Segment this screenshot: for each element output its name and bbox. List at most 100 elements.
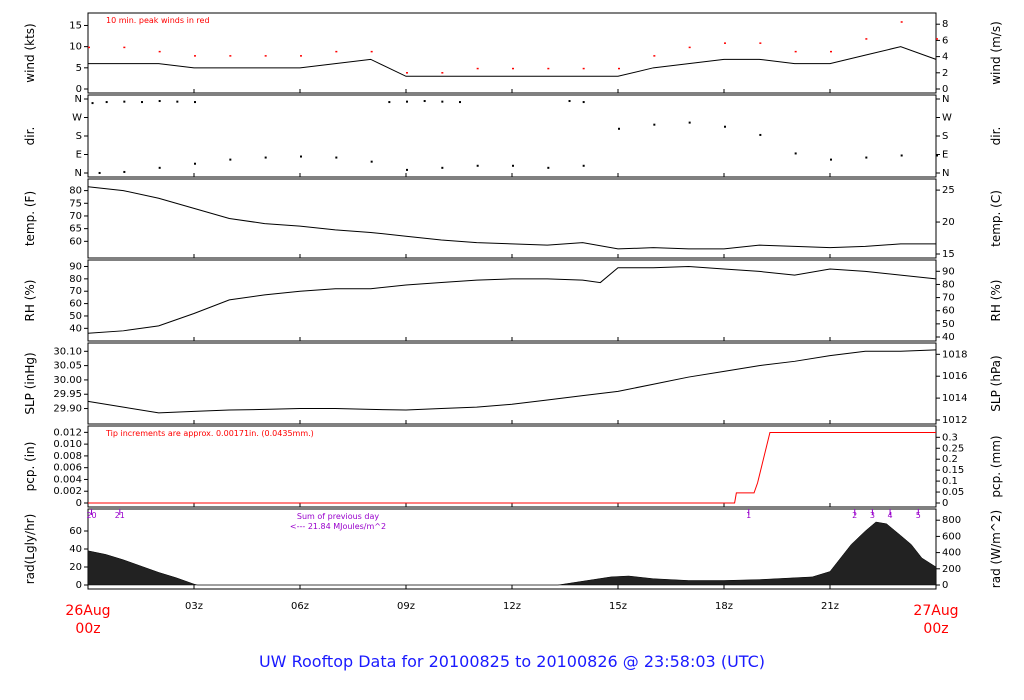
series-line xyxy=(87,186,936,250)
left-tick-label: 10 xyxy=(69,42,82,53)
left-tick-label: 29.95 xyxy=(53,389,82,400)
left-tick-label: 20 xyxy=(69,562,82,573)
direction-point xyxy=(618,127,620,130)
right-tick-label: 25 xyxy=(942,185,955,196)
right-tick-label: N xyxy=(942,168,949,179)
direction-point xyxy=(512,164,514,167)
radiation-peak-label: 3 xyxy=(870,511,875,520)
left-tick-label: 65 xyxy=(69,224,82,235)
hour-label-18z: 18z xyxy=(715,601,733,612)
right-tick-label: 400 xyxy=(942,548,961,559)
peak-wind-marker xyxy=(653,55,656,57)
left-tick-label: 0.002 xyxy=(53,486,82,497)
peak-wind-marker xyxy=(194,55,196,57)
left-tick-label: N xyxy=(75,94,82,105)
right-tick-label: 1012 xyxy=(942,415,967,426)
direction-point xyxy=(158,166,161,169)
right-tick-label: 0.05 xyxy=(942,487,964,498)
right-tick-label: 80 xyxy=(942,279,955,290)
direction-point xyxy=(582,101,585,104)
right-tick-label: E xyxy=(942,150,948,161)
y-axis-title-left: wind (kts) xyxy=(23,23,37,82)
peak-wind-marker xyxy=(88,46,90,49)
y-axis-title-right: wind (m/s) xyxy=(989,21,1003,85)
left-tick-label: 30.00 xyxy=(53,375,82,386)
direction-point xyxy=(936,154,938,157)
panel-frame xyxy=(87,12,937,94)
direction-point xyxy=(388,101,391,104)
direction-point xyxy=(568,100,571,103)
series-line xyxy=(87,349,937,414)
right-tick-label: 1014 xyxy=(942,393,967,404)
radiation-peak-label: 21 xyxy=(115,511,125,520)
direction-point xyxy=(229,158,232,161)
right-tick-label: 0.1 xyxy=(942,476,958,487)
peak-wind-marker xyxy=(370,50,373,53)
peak-wind-marker xyxy=(547,67,550,70)
right-tick-label: 0 xyxy=(942,498,948,509)
direction-point xyxy=(547,166,550,169)
panel-frame xyxy=(87,178,937,259)
direction-point xyxy=(141,101,143,104)
time-axis: 26Aug 00z 27Aug 00z 03z 06z 09z 12z 15z … xyxy=(65,601,958,637)
direction-point xyxy=(724,125,726,128)
radiation-peak-label: 5 xyxy=(916,511,921,520)
panel-precipitation: 00.0020.0040.0060.0080.0100.01200.050.10… xyxy=(23,425,1003,509)
left-tick-label: 0.006 xyxy=(53,463,82,474)
hour-label-12z: 12z xyxy=(503,601,521,612)
hour-label-15z: 15z xyxy=(609,601,627,612)
direction-point xyxy=(759,133,762,136)
panel-frame xyxy=(87,94,937,178)
left-tick-label: 80 xyxy=(69,274,82,285)
hour-label-06z: 06z xyxy=(291,601,309,612)
y-axis-title-left: pcp. (in) xyxy=(23,442,37,492)
start-date-label: 26Aug xyxy=(65,603,110,619)
right-tick-label: 600 xyxy=(942,531,961,542)
radiation-annotation-line2: <--- 21.84 MJoules/m^2 xyxy=(290,522,386,531)
left-tick-label: 0.012 xyxy=(53,427,82,438)
y-axis-title-left: dir. xyxy=(23,127,37,146)
direction-point xyxy=(176,100,179,103)
left-tick-label: 0 xyxy=(76,498,82,509)
left-tick-label: 40 xyxy=(69,323,82,334)
direction-point xyxy=(194,101,196,104)
footer-title: UW Rooftop Data for 20100825 to 20100826… xyxy=(259,652,765,671)
peak-wind-marker xyxy=(794,50,797,53)
right-tick-label: 0 xyxy=(942,580,948,591)
direction-point xyxy=(476,164,479,167)
right-tick-label: 0 xyxy=(942,84,948,95)
left-tick-label: 70 xyxy=(69,286,82,297)
panel-sea_level_pressure: 29.90 29.95 30.00 30.05 30.10 1012 1014 1016 101… xyxy=(23,342,1003,426)
panel-annotation: 10 min. peak winds in red xyxy=(106,16,210,25)
left-tick-label: 70 xyxy=(69,211,82,222)
direction-point xyxy=(158,100,161,103)
y-axis-title-left: SLP (inHg) xyxy=(23,352,37,414)
left-tick-label: 0 xyxy=(76,84,82,95)
peak-wind-marker xyxy=(476,67,479,70)
left-tick-label: 90 xyxy=(69,261,82,272)
left-tick-label: 15 xyxy=(69,20,82,31)
peak-wind-marker xyxy=(264,55,267,57)
direction-point xyxy=(900,154,903,157)
peak-wind-marker xyxy=(936,38,938,40)
direction-point xyxy=(794,152,797,155)
direction-point xyxy=(335,156,338,159)
direction-point xyxy=(105,101,108,104)
hour-label-09z: 09z xyxy=(397,601,415,612)
left-tick-label: 0.010 xyxy=(53,439,82,450)
y-axis-title-right: pcp. (mm) xyxy=(989,435,1003,497)
left-tick-label: W xyxy=(72,113,82,124)
radiation-peak-label: 1 xyxy=(746,511,751,520)
left-tick-label: 0 xyxy=(76,580,82,591)
end-date-label: 27Aug xyxy=(913,603,958,619)
left-tick-label: E xyxy=(76,150,82,161)
panel-wind: 0 5 10 15 0 2 4 6 8 wind (kts) wind (m/s) 10 min. p… xyxy=(23,12,1003,95)
left-tick-label: 30.10 xyxy=(53,346,82,357)
direction-point xyxy=(98,171,101,174)
right-tick-label: 800 xyxy=(942,515,961,526)
radiation-peak-label: 2 xyxy=(852,511,857,520)
y-axis-title-right: temp. (C) xyxy=(989,190,1003,247)
right-tick-label: N xyxy=(942,94,949,105)
